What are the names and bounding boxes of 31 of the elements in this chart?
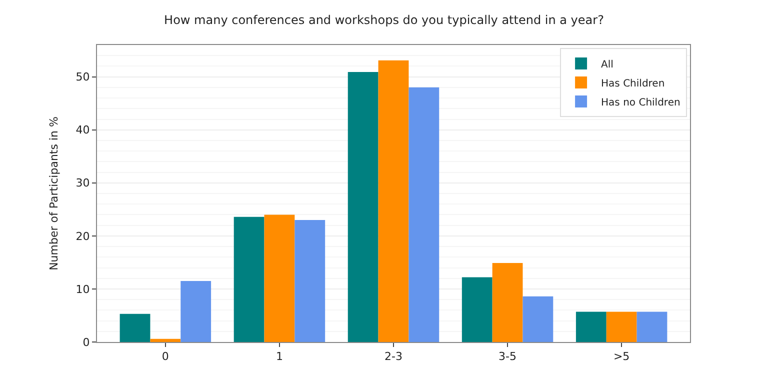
bar bbox=[120, 314, 150, 342]
y-tick-label: 30 bbox=[76, 176, 90, 190]
x-tick-label: 1 bbox=[276, 350, 283, 364]
bar bbox=[636, 312, 668, 342]
legend-label: Has Children bbox=[601, 78, 665, 90]
y-tick-label: 50 bbox=[76, 70, 90, 84]
y-tick-label: 10 bbox=[76, 282, 90, 296]
bar bbox=[606, 312, 637, 342]
x-tick-label: 0 bbox=[162, 350, 169, 364]
bar bbox=[234, 216, 264, 342]
y-tick-label: 20 bbox=[76, 230, 90, 243]
bar bbox=[294, 220, 326, 342]
bar bbox=[348, 72, 378, 342]
bar bbox=[522, 296, 554, 342]
x-tick-label: 3-5 bbox=[498, 350, 517, 364]
x-tick-label: 2-3 bbox=[384, 350, 402, 364]
bar bbox=[150, 338, 181, 342]
bar bbox=[408, 87, 440, 342]
bar bbox=[576, 312, 606, 342]
y-axis-title: Number of Participants in % bbox=[47, 116, 60, 270]
bar bbox=[264, 214, 295, 342]
bar bbox=[180, 281, 212, 342]
x-tick-label: >5 bbox=[613, 350, 630, 364]
legend-label: All bbox=[601, 59, 614, 70]
y-tick-label: 40 bbox=[76, 124, 90, 137]
chart-title: How many conferences and workshops do you typically attend in a year? bbox=[164, 12, 604, 27]
y-tick-label: 0 bbox=[82, 336, 90, 349]
bar bbox=[462, 277, 492, 342]
bar bbox=[378, 60, 409, 342]
bar bbox=[492, 262, 523, 342]
legend-label: Has no Children bbox=[601, 97, 680, 108]
